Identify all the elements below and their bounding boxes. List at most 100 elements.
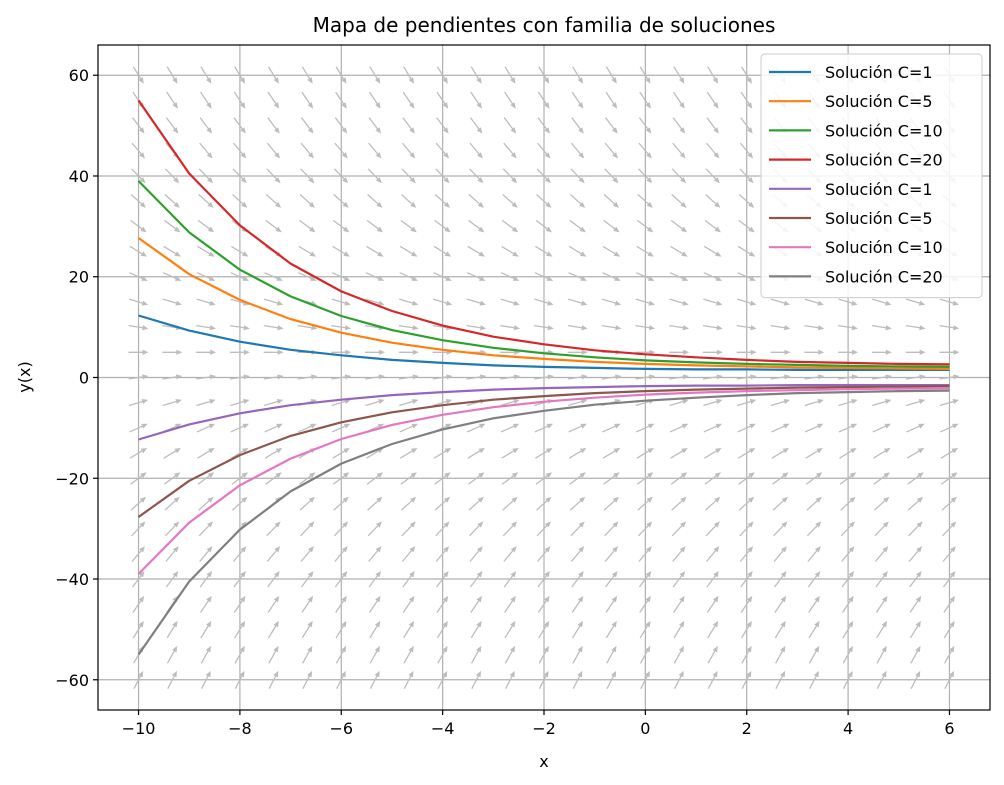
y-tick-label-2: −20	[55, 469, 89, 488]
slope-arrow-605	[942, 546, 956, 562]
slope-arrow-209	[399, 447, 418, 459]
slope-arrow-424	[673, 66, 685, 84]
series-line-2	[137, 180, 950, 368]
slope-arrow-109	[264, 447, 283, 459]
slope-arrow-324	[538, 66, 550, 84]
slope-arrow-529	[841, 570, 855, 588]
slope-arrow-307	[536, 496, 552, 511]
slope-arrow-339	[567, 325, 588, 331]
slope-arrow-421	[672, 142, 686, 159]
legend-label-1: Solución C=5	[825, 92, 933, 111]
slope-arrow-403	[673, 595, 685, 613]
slope-arrow-281	[502, 521, 518, 537]
slope-arrow-2	[132, 620, 144, 639]
slope-arrow-373	[605, 91, 618, 109]
slope-arrow-355	[604, 546, 619, 562]
slope-arrow-9	[129, 447, 148, 459]
slope-arrow-103	[267, 595, 280, 613]
slope-arrow-286	[500, 399, 520, 407]
slope-arrow-267	[467, 245, 486, 257]
slope-arrow-575	[910, 670, 921, 689]
slope-arrow-540	[838, 298, 858, 306]
slope-arrow-167	[332, 245, 350, 257]
slope-arrow-426	[707, 645, 718, 664]
slope-arrow-350	[606, 670, 617, 689]
x-tick-label-5: 0	[640, 719, 650, 738]
slope-arrow-563	[871, 349, 892, 355]
slope-arrow-67	[197, 245, 215, 257]
slope-arrow-228	[436, 595, 449, 613]
slope-arrow-270	[469, 168, 484, 184]
slope-arrow-396	[638, 142, 652, 159]
slope-arrow-411	[669, 399, 689, 407]
slope-arrow-221	[401, 142, 416, 159]
x-tick-label-4: −2	[532, 719, 556, 738]
slope-arrow-393	[636, 219, 654, 233]
slope-arrow-156	[333, 521, 349, 537]
slope-arrow-219	[400, 194, 417, 208]
slope-arrow-192	[366, 245, 384, 257]
slope-arrow-490	[770, 298, 791, 306]
slope-arrow-408	[670, 472, 688, 485]
slope-arrow-65	[196, 298, 216, 306]
slope-arrow-503	[808, 595, 820, 613]
slope-arrow-282	[502, 496, 518, 511]
slope-arrow-262	[466, 374, 487, 380]
slope-arrow-357	[603, 496, 620, 511]
slope-arrow-370	[604, 168, 619, 184]
slope-arrow-584	[906, 447, 925, 459]
legend-label-6: Solución C=10	[825, 238, 943, 257]
slope-arrow-561	[872, 399, 892, 407]
slope-arrow-164	[331, 325, 352, 331]
slope-arrow-526	[842, 645, 853, 664]
slope-arrow-368	[603, 219, 620, 233]
legend-box	[760, 53, 983, 299]
slope-arrow-110	[264, 423, 283, 433]
slope-arrow-74	[200, 66, 212, 84]
slope-arrow-108	[265, 472, 282, 485]
slope-arrow-331	[570, 521, 585, 537]
slope-arrow-511	[804, 399, 824, 407]
slope-arrow-334	[568, 447, 587, 459]
slope-arrow-586	[905, 399, 926, 407]
slope-arrow-354	[605, 570, 618, 588]
slope-arrow-604	[942, 570, 956, 588]
x-tick-label-0: −10	[122, 719, 156, 738]
slope-arrow-479	[774, 570, 787, 588]
x-tick-label-7: 4	[843, 719, 853, 738]
slope-arrow-115	[263, 298, 284, 306]
slope-arrow-450	[741, 670, 752, 689]
slope-arrow-509	[805, 447, 823, 459]
slope-arrow-310	[534, 423, 554, 433]
slope-arrow-127	[301, 620, 313, 639]
slope-arrow-232	[434, 496, 451, 511]
slope-arrow-276	[504, 645, 516, 664]
slope-arrow-187	[365, 374, 385, 380]
slope-arrow-121	[266, 142, 281, 159]
slope-arrow-43	[163, 219, 181, 233]
slope-arrow-533	[839, 472, 857, 485]
y-axis-label: y(x)	[15, 361, 34, 392]
slope-arrow-360	[602, 423, 621, 433]
slope-arrow-464	[736, 325, 757, 331]
slope-arrow-556	[874, 521, 889, 537]
series-line-0	[138, 314, 950, 371]
slope-arrow-99	[234, 66, 246, 84]
slope-arrow-613	[939, 349, 960, 355]
slope-arrow-374	[605, 66, 617, 84]
slope-arrow-298	[504, 91, 516, 109]
slope-arrow-240	[432, 298, 453, 306]
legend-label-2: Solución C=10	[825, 121, 943, 140]
slope-arrow-271	[469, 142, 483, 159]
slope-arrow-256	[469, 521, 484, 537]
slope-arrow-203	[402, 595, 415, 613]
slope-arrow-162	[331, 374, 352, 380]
slope-arrow-224	[403, 66, 415, 84]
slope-arrow-207	[400, 496, 417, 511]
slope-arrow-274	[470, 66, 482, 84]
slope-arrow-176	[369, 645, 380, 664]
slope-arrow-444	[705, 194, 721, 208]
slope-arrow-289	[500, 325, 521, 331]
slope-arrow-506	[806, 521, 822, 537]
slope-arrow-435	[703, 423, 723, 433]
